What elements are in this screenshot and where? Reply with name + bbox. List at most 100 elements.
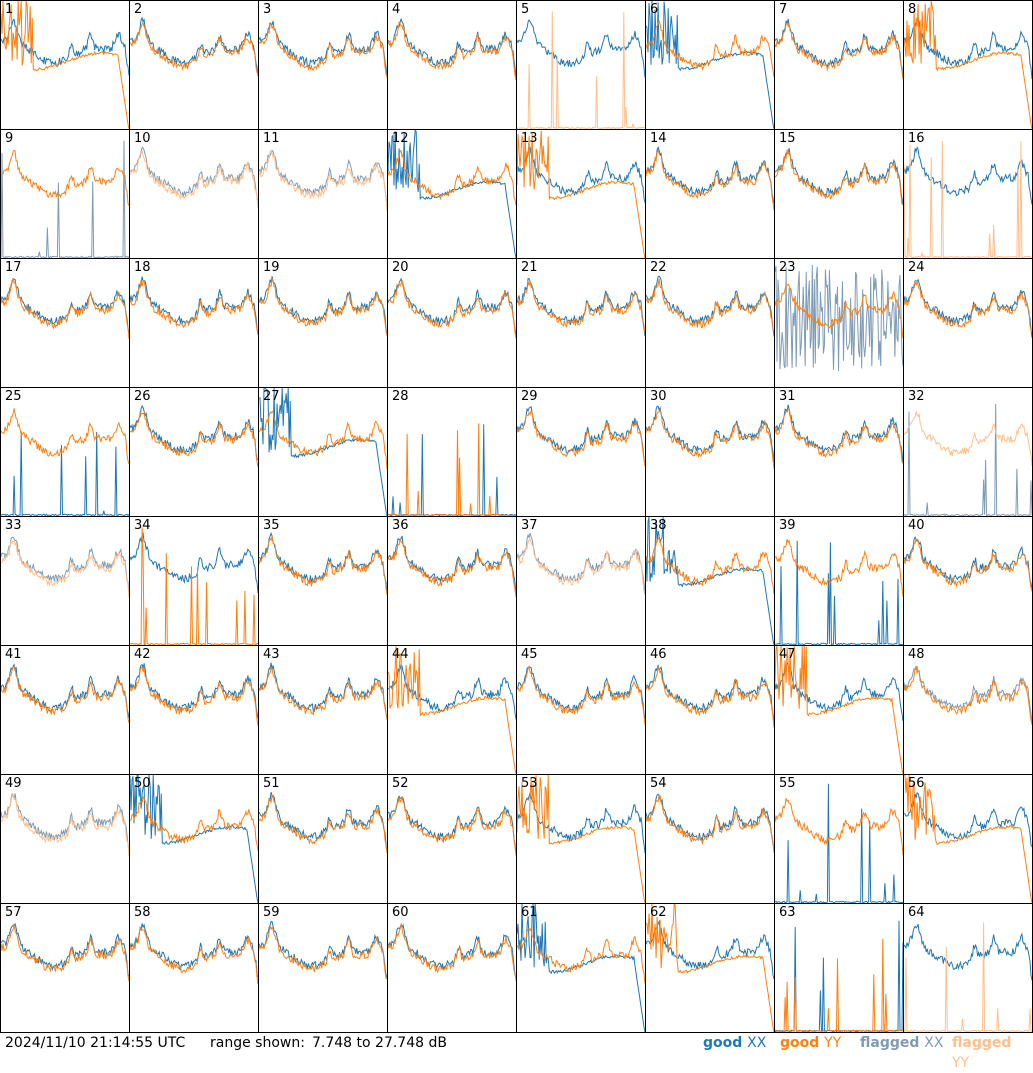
panel-38-xx-line (646, 517, 774, 645)
panel-44-yy-line (388, 646, 516, 774)
panel-52-yy-line (388, 795, 516, 856)
panel-40-xx-line (904, 536, 1032, 589)
panel-53-plot (517, 775, 645, 903)
panel-63-plot (775, 920, 903, 1032)
panel-42-yy-line (130, 666, 258, 726)
panel-52: 52 (387, 774, 517, 904)
panel-59-label: 59 (263, 905, 280, 920)
panel-54-yy-line (646, 794, 774, 853)
panel-42-xx-line (130, 662, 258, 719)
panel-8: 8 (903, 0, 1033, 130)
panel-34: 34 (129, 516, 259, 646)
panel-57-xx-line (1, 922, 129, 977)
panel-48-label: 48 (908, 647, 925, 662)
panel-22: 22 (645, 258, 775, 388)
panel-17-label: 17 (5, 260, 22, 275)
panel-50: 50 (129, 774, 259, 904)
panel-31: 31 (774, 387, 904, 517)
panel-23: 23 (774, 258, 904, 388)
panel-12-label: 12 (392, 131, 409, 146)
panel-62-label: 62 (650, 905, 667, 920)
panel-28-plot (388, 423, 516, 516)
panel-1-yy-line (1, 1, 129, 129)
panel-64-label: 64 (908, 905, 925, 920)
panel-50-yy-line (130, 795, 258, 851)
panel-45-xx-line (517, 666, 645, 720)
panel-60-yy-line (388, 923, 516, 982)
panel-4-yy-line (388, 21, 516, 81)
panel-25-plot (1, 408, 129, 516)
panel-48-yy-line (904, 665, 1032, 725)
panel-14-label: 14 (650, 131, 667, 146)
panel-5-yy-line (517, 11, 645, 129)
panel-39-xx-line (775, 540, 903, 645)
panel-44: 44 (387, 645, 517, 775)
legend-flagged-yy-state: flagged (952, 1035, 1012, 1051)
legend-flagged-yy: flagged YY (952, 1033, 1033, 1073)
legend-good-yy-pol: YY (824, 1035, 842, 1051)
panel-29-plot (517, 405, 645, 467)
panel-48-xx-line (904, 665, 1032, 722)
panel-52-plot (388, 795, 516, 856)
panel-17-xx-line (1, 277, 129, 334)
panel-52-xx-line (388, 795, 516, 853)
panel-56-yy-line (904, 775, 1032, 903)
panel-38-plot (646, 517, 774, 645)
panel-34-xx-line (130, 531, 258, 594)
panel-53-yy-line (517, 775, 645, 903)
panel-19-xx-line (259, 276, 387, 336)
panel-42-label: 42 (134, 647, 151, 662)
panel-18-plot (130, 276, 258, 335)
panel-39: 39 (774, 516, 904, 646)
panel-3-plot (259, 20, 387, 78)
panel-49-label: 49 (5, 776, 22, 791)
panel-26-plot (130, 404, 258, 467)
panel-23-label: 23 (779, 260, 796, 275)
panel-27-yy-line (259, 410, 387, 470)
panel-64: 64 (903, 903, 1033, 1033)
panel-7-label: 7 (779, 2, 788, 17)
panel-49-plot (1, 792, 129, 857)
panel-13: 13 (516, 129, 646, 259)
panel-7-plot (775, 18, 903, 80)
panel-53-label: 53 (521, 776, 538, 791)
panel-53: 53 (516, 774, 646, 904)
panel-21-label: 21 (521, 260, 538, 275)
panel-40-label: 40 (908, 518, 925, 533)
panel-37-label: 37 (521, 518, 538, 533)
panel-55-label: 55 (779, 776, 796, 791)
panel-45-yy-line (517, 665, 645, 726)
panel-3-label: 3 (263, 2, 272, 17)
panel-31-plot (775, 404, 903, 464)
panel-16-label: 16 (908, 131, 925, 146)
panel-11-plot (259, 149, 387, 211)
panel-42-plot (130, 662, 258, 726)
panel-56-label: 56 (908, 776, 925, 791)
panel-47: 47 (774, 645, 904, 775)
panel-47-label: 47 (779, 647, 796, 662)
panel-27-plot (259, 388, 387, 516)
panel-35-label: 35 (263, 518, 280, 533)
panel-47-yy-line (775, 646, 903, 774)
panel-13-label: 13 (521, 131, 538, 146)
panel-44-plot (388, 646, 516, 774)
panel-25: 25 (0, 387, 130, 517)
panel-18: 18 (129, 258, 259, 388)
legend-flagged-xx-state: flagged (860, 1035, 920, 1051)
panel-40: 40 (903, 516, 1033, 646)
panel-63-yy-line (775, 938, 903, 1032)
antenna-spectra-grid: 1 2 3 4 5 6 7 8 9 10 11 12 13 14 15 16 17 18 19 20 21 22 23 24 2… (0, 0, 1033, 1033)
panel-24-xx-line (904, 278, 1032, 338)
panel-47-xx-line (775, 661, 903, 722)
panel-22-label: 22 (650, 260, 667, 275)
panel-57-label: 57 (5, 905, 22, 920)
panel-49-yy-line (1, 793, 129, 857)
panel-27-label: 27 (263, 389, 280, 404)
panel-9-xx-line (1, 140, 129, 258)
panel-59-yy-line (259, 925, 387, 979)
panel-64-xx-line (904, 923, 1032, 981)
panel-41-xx-line (1, 663, 129, 718)
panel-23-yy-line (775, 283, 903, 339)
panel-11-yy-line (259, 150, 387, 211)
panel-25-yy-line (1, 408, 129, 465)
